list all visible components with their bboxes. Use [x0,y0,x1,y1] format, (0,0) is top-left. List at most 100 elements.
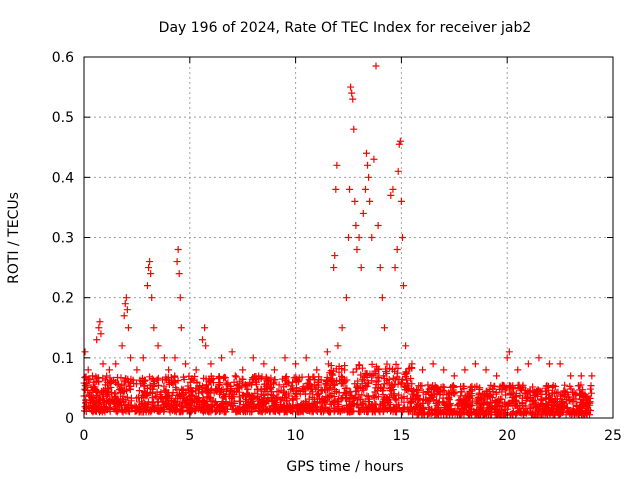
baseline-point [449,382,457,390]
data-point [334,342,342,350]
baseline-point [118,386,126,394]
baseline-point [425,397,433,405]
baseline-point [320,399,328,407]
baseline-point [169,389,177,397]
data-point [505,348,513,356]
baseline-point [374,374,382,382]
baseline-point [402,370,410,378]
baseline-point [478,400,486,408]
baseline-point [504,399,512,407]
baseline-point [297,400,305,408]
baseline-point [355,361,363,369]
data-point [270,366,278,374]
baseline-point [364,404,372,412]
data-point [361,185,369,193]
baseline-point [122,374,130,382]
baseline-point [430,396,438,404]
baseline-point [508,409,516,417]
baseline-point [507,382,515,390]
baseline-point [368,360,376,368]
baseline-point [168,379,176,387]
baseline-point [587,389,595,397]
data-point [514,366,522,374]
baseline-point [191,397,199,405]
data-point [133,366,141,374]
baseline-point [151,392,159,400]
baseline-point [571,409,579,417]
baseline-point [215,375,223,383]
baseline-point [535,387,543,395]
baseline-point [166,408,174,416]
baseline-point [388,390,396,398]
baseline-point [330,392,338,400]
baseline-point [479,401,487,409]
data-point [95,324,103,332]
baseline-point [371,388,379,396]
baseline-point [386,364,394,372]
baseline-point [230,378,238,386]
baseline-point [403,369,411,377]
baseline-point [407,399,415,407]
baseline-point [160,408,168,416]
baseline-point [544,386,552,394]
baseline-point [413,386,421,394]
baseline-point [330,405,338,413]
data-point [150,324,158,332]
baseline-point [103,392,111,400]
baseline-point [278,375,286,383]
baseline-point [467,401,475,409]
data-point [121,300,129,308]
baseline-point [482,391,490,399]
data-point [397,197,405,205]
baseline-point [260,391,268,399]
baseline-point [327,375,335,383]
baseline-point [287,386,295,394]
data-markers [80,62,596,419]
baseline-point [194,398,202,406]
data-point [387,191,395,199]
baseline-point [369,392,377,400]
baseline-point [282,374,290,382]
baseline-point [506,384,514,392]
baseline-point [88,388,96,396]
baseline-point [253,375,261,383]
y-tick-label: 0.5 [52,110,74,126]
data-point [198,336,206,344]
baseline-point [326,391,334,399]
baseline-point [232,408,240,416]
baseline-point [170,404,178,412]
baseline-point [110,405,118,413]
baseline-point [407,403,415,411]
baseline-point [381,403,389,411]
baseline-point [488,403,496,411]
baseline-point [400,398,408,406]
baseline-point [354,377,362,385]
baseline-point [444,404,452,412]
baseline-point [131,402,139,410]
data-point [302,354,310,362]
baseline-point [358,364,366,372]
baseline-point [201,406,209,414]
data-point [330,264,338,272]
baseline-point [551,411,559,419]
baseline-point [401,383,409,391]
baseline-point [330,399,338,407]
data-point [351,197,359,205]
baseline-point [90,393,98,401]
baseline-point [494,411,502,419]
baseline-point [257,408,265,416]
data-point [323,348,331,356]
baseline-point [168,397,176,405]
baseline-point [414,391,422,399]
data-point [378,294,386,302]
baseline-point [302,406,310,414]
baseline-point [395,404,403,412]
data-point [313,366,321,374]
baseline-point [380,380,388,388]
baseline-point [162,386,170,394]
baseline-point [548,398,556,406]
baseline-point [445,390,453,398]
data-point [148,294,156,302]
baseline-point [567,385,575,393]
baseline-point [276,396,284,404]
